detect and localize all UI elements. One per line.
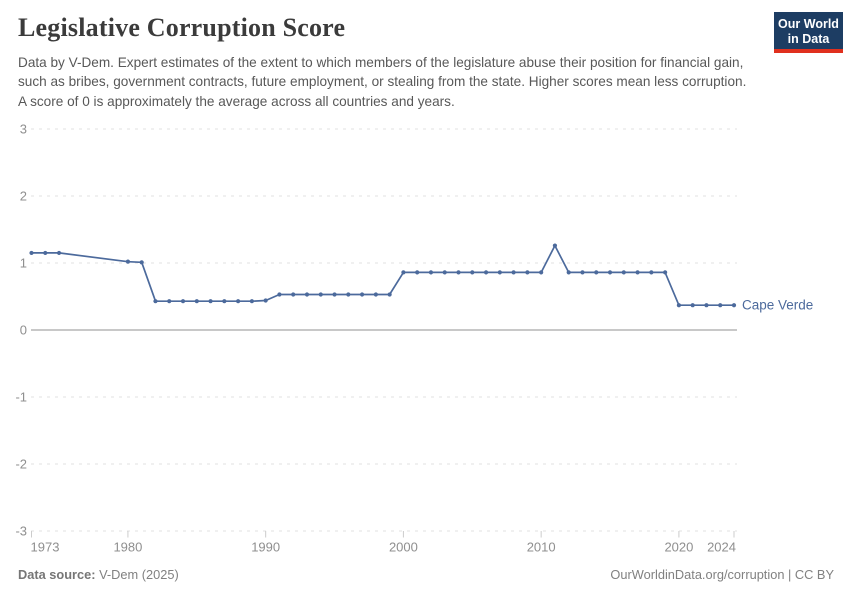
data-point (483, 270, 489, 275)
data-point (139, 260, 144, 265)
data-line (30, 244, 735, 307)
data-point (718, 303, 723, 308)
x-tick-label: 2000 (389, 540, 418, 555)
data-point (539, 270, 544, 275)
page-title: Legislative Corruption Score (18, 13, 346, 42)
data-point (346, 292, 351, 297)
data-point (690, 303, 695, 308)
data-point (359, 292, 365, 297)
data-point (731, 303, 737, 308)
data-point (580, 270, 585, 275)
y-tick-label: 2 (20, 189, 27, 204)
data-point (43, 250, 48, 256)
x-tick-label: 1973 (31, 540, 60, 555)
data-source-value: V-Dem (2025) (99, 567, 179, 582)
data-point (663, 270, 668, 275)
data-point (263, 298, 268, 303)
data-point (387, 292, 392, 297)
data-point (304, 292, 310, 297)
data-point (167, 299, 172, 304)
owid-logo: Our World in Data (774, 12, 843, 53)
data-source: Data source: V-Dem (2025) (18, 567, 179, 582)
data-point (291, 292, 296, 297)
data-point (456, 270, 461, 275)
attribution-link[interactable]: OurWorldinData.org/corruption | CC BY (610, 567, 834, 582)
y-tick-label: -2 (15, 457, 27, 472)
data-point (607, 270, 613, 275)
y-tick-label: -1 (15, 390, 27, 405)
data-point (29, 250, 34, 256)
data-point (594, 270, 599, 275)
data-point (676, 303, 682, 308)
data-point (401, 270, 406, 275)
data-point (497, 270, 502, 275)
data-point (704, 303, 709, 308)
data-point (373, 292, 378, 297)
data-point (552, 243, 558, 248)
x-tick-label: 2010 (527, 540, 556, 555)
data-point (318, 292, 323, 297)
data-point (649, 270, 654, 275)
y-tick-label: 0 (20, 323, 27, 338)
owid-logo-line1: Our World (778, 17, 839, 31)
data-point (511, 270, 516, 275)
y-tick-label: 1 (20, 256, 27, 271)
data-point (208, 299, 213, 304)
data-point (621, 270, 626, 275)
x-tick-label: 1980 (113, 540, 142, 555)
data-point (332, 292, 337, 297)
x-tick-label: 1990 (251, 540, 280, 555)
data-source-label: Data source: (18, 567, 96, 582)
data-point (222, 299, 227, 304)
x-tick-label: 2024 (707, 540, 736, 555)
data-point (525, 270, 530, 275)
owid-logo-line2: in Data (787, 32, 830, 47)
data-point (56, 250, 62, 256)
data-point (125, 259, 131, 264)
data-point (428, 270, 434, 275)
data-point (180, 299, 186, 304)
data-point (635, 270, 640, 275)
data-point (194, 299, 199, 304)
x-tick-label: 2020 (664, 540, 693, 555)
y-tick-label: 3 (20, 122, 27, 137)
data-point (153, 299, 158, 304)
chart-subtitle: Data by V-Dem. Expert estimates of the e… (18, 55, 747, 109)
data-point (415, 270, 420, 275)
data-point (277, 292, 282, 297)
entity-label: Cape Verde (742, 298, 813, 313)
data-point (470, 270, 475, 275)
chart-footer: Data source: V-Dem (2025) OurWorldinData… (18, 567, 834, 582)
data-point (249, 299, 254, 304)
data-point (442, 270, 447, 275)
data-point (236, 299, 241, 304)
data-point (566, 270, 571, 275)
y-tick-label: -3 (15, 524, 27, 539)
